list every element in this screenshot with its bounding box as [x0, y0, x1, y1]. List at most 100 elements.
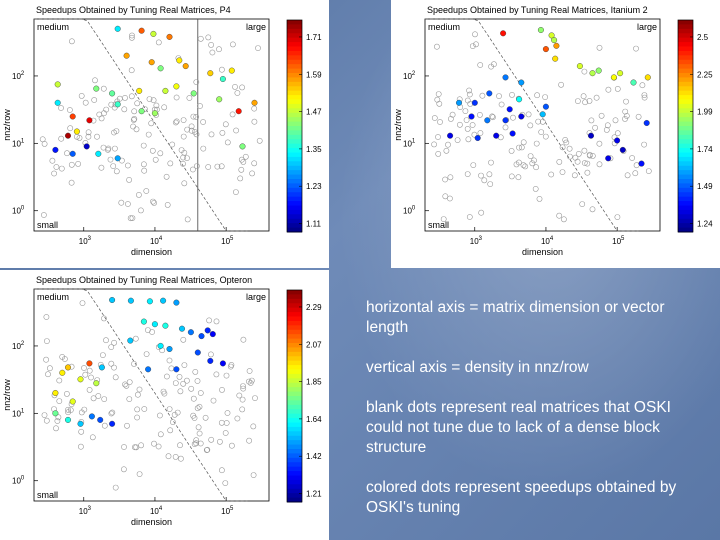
- colorbar-segment: [287, 338, 302, 344]
- caption-line-blank-dots: blank dots represent real matrices that …: [366, 399, 671, 456]
- untuned-matrix-point: [51, 170, 57, 177]
- speedup-point: [502, 74, 509, 81]
- untuned-matrix-point: [137, 207, 144, 214]
- untuned-matrix-point: [527, 122, 534, 129]
- untuned-matrix-point: [126, 176, 133, 183]
- speedup-point: [95, 150, 102, 157]
- untuned-matrix-point: [125, 162, 131, 169]
- untuned-matrix-point: [54, 418, 61, 424]
- speedup-point: [157, 342, 164, 349]
- untuned-matrix-point: [101, 422, 108, 429]
- untuned-matrix-point: [180, 380, 187, 387]
- untuned-matrix-point: [224, 139, 231, 146]
- colorbar-segment: [287, 81, 302, 87]
- speedup-point: [162, 322, 169, 329]
- speedup-point: [54, 81, 61, 88]
- untuned-matrix-point: [86, 367, 93, 374]
- speedup-point: [471, 99, 478, 106]
- untuned-matrix-point: [206, 317, 212, 324]
- untuned-matrix-point: [560, 216, 567, 223]
- untuned-matrix-point: [194, 405, 201, 412]
- colorbar-segment: [287, 28, 302, 34]
- untuned-matrix-point: [581, 147, 588, 154]
- colorbar-segment: [287, 214, 302, 220]
- untuned-matrix-point: [624, 172, 631, 179]
- untuned-matrix-point: [622, 116, 628, 122]
- colorbar-segment: [287, 117, 302, 123]
- untuned-matrix-point: [252, 395, 258, 402]
- untuned-matrix-point: [200, 119, 206, 125]
- untuned-matrix-point: [164, 201, 171, 208]
- untuned-matrix-point: [548, 171, 555, 178]
- speedup-point: [123, 52, 130, 59]
- untuned-matrix-point: [581, 160, 588, 166]
- speedup-point: [93, 380, 100, 387]
- untuned-matrix-point: [246, 437, 252, 444]
- untuned-matrix-point: [581, 68, 588, 75]
- colorbar-segment: [287, 413, 302, 419]
- speedup-point: [97, 416, 104, 423]
- untuned-matrix-point: [173, 94, 180, 101]
- colorbar-segment: [287, 73, 302, 78]
- speedup-point: [109, 90, 116, 97]
- untuned-matrix-point: [245, 378, 252, 385]
- x-tick-label: 104: [150, 236, 163, 246]
- untuned-matrix-point: [193, 437, 200, 444]
- untuned-matrix-point: [197, 440, 204, 447]
- untuned-matrix-point: [111, 129, 117, 136]
- untuned-matrix-point: [635, 113, 642, 120]
- speedup-point: [182, 63, 189, 70]
- untuned-matrix-point: [184, 155, 190, 161]
- untuned-matrix-point: [612, 117, 619, 124]
- y-tick-exponent: 1: [21, 408, 25, 414]
- colorbar-segment: [287, 488, 302, 494]
- untuned-matrix-point: [251, 118, 258, 125]
- untuned-matrix-point: [145, 131, 152, 138]
- untuned-matrix-point: [112, 484, 119, 491]
- untuned-matrix-point: [121, 466, 127, 473]
- untuned-matrix-point: [105, 145, 112, 152]
- untuned-matrix-point: [575, 150, 582, 157]
- untuned-matrix-point: [110, 163, 117, 169]
- colorbar-segment: [287, 86, 302, 92]
- untuned-matrix-point: [141, 406, 148, 412]
- untuned-matrix-point: [490, 114, 496, 121]
- untuned-matrix-point: [82, 99, 89, 106]
- untuned-matrix-point: [228, 362, 235, 368]
- colorbar-segment: [287, 24, 302, 30]
- untuned-matrix-point: [240, 158, 247, 165]
- y-axis-label: nnz/row: [2, 379, 12, 411]
- untuned-matrix-point: [169, 419, 176, 425]
- untuned-matrix-point: [85, 129, 92, 136]
- untuned-matrix-point: [167, 160, 174, 167]
- untuned-matrix-point: [237, 175, 244, 182]
- untuned-matrix-point: [251, 105, 258, 112]
- speedup-point: [610, 74, 617, 81]
- untuned-matrix-point: [190, 395, 197, 402]
- untuned-matrix-point: [592, 124, 598, 131]
- speedup-point: [52, 146, 59, 153]
- untuned-matrix-point: [44, 338, 50, 344]
- untuned-matrix-point: [605, 86, 612, 93]
- untuned-matrix-point: [95, 393, 102, 399]
- untuned-matrix-point: [56, 377, 63, 384]
- untuned-matrix-point: [111, 339, 117, 346]
- colorbar-segment: [678, 227, 693, 233]
- untuned-matrix-point: [641, 92, 648, 98]
- untuned-matrix-point: [584, 160, 591, 167]
- untuned-matrix-point: [447, 195, 453, 202]
- untuned-matrix-point: [255, 45, 261, 51]
- speedup-point: [98, 364, 105, 371]
- untuned-matrix-point: [498, 101, 505, 108]
- untuned-matrix-point: [167, 427, 174, 434]
- untuned-matrix-point: [140, 161, 147, 168]
- untuned-matrix-point: [43, 356, 49, 363]
- colorbar-segment: [287, 409, 302, 415]
- untuned-matrix-point: [614, 214, 621, 220]
- untuned-matrix-point: [152, 156, 159, 163]
- y-tick-label: 101: [12, 408, 25, 418]
- untuned-matrix-point: [155, 39, 162, 46]
- untuned-matrix-point: [229, 41, 236, 48]
- colorbar-segment: [287, 143, 302, 149]
- small-region-boundary-curve: [425, 18, 639, 232]
